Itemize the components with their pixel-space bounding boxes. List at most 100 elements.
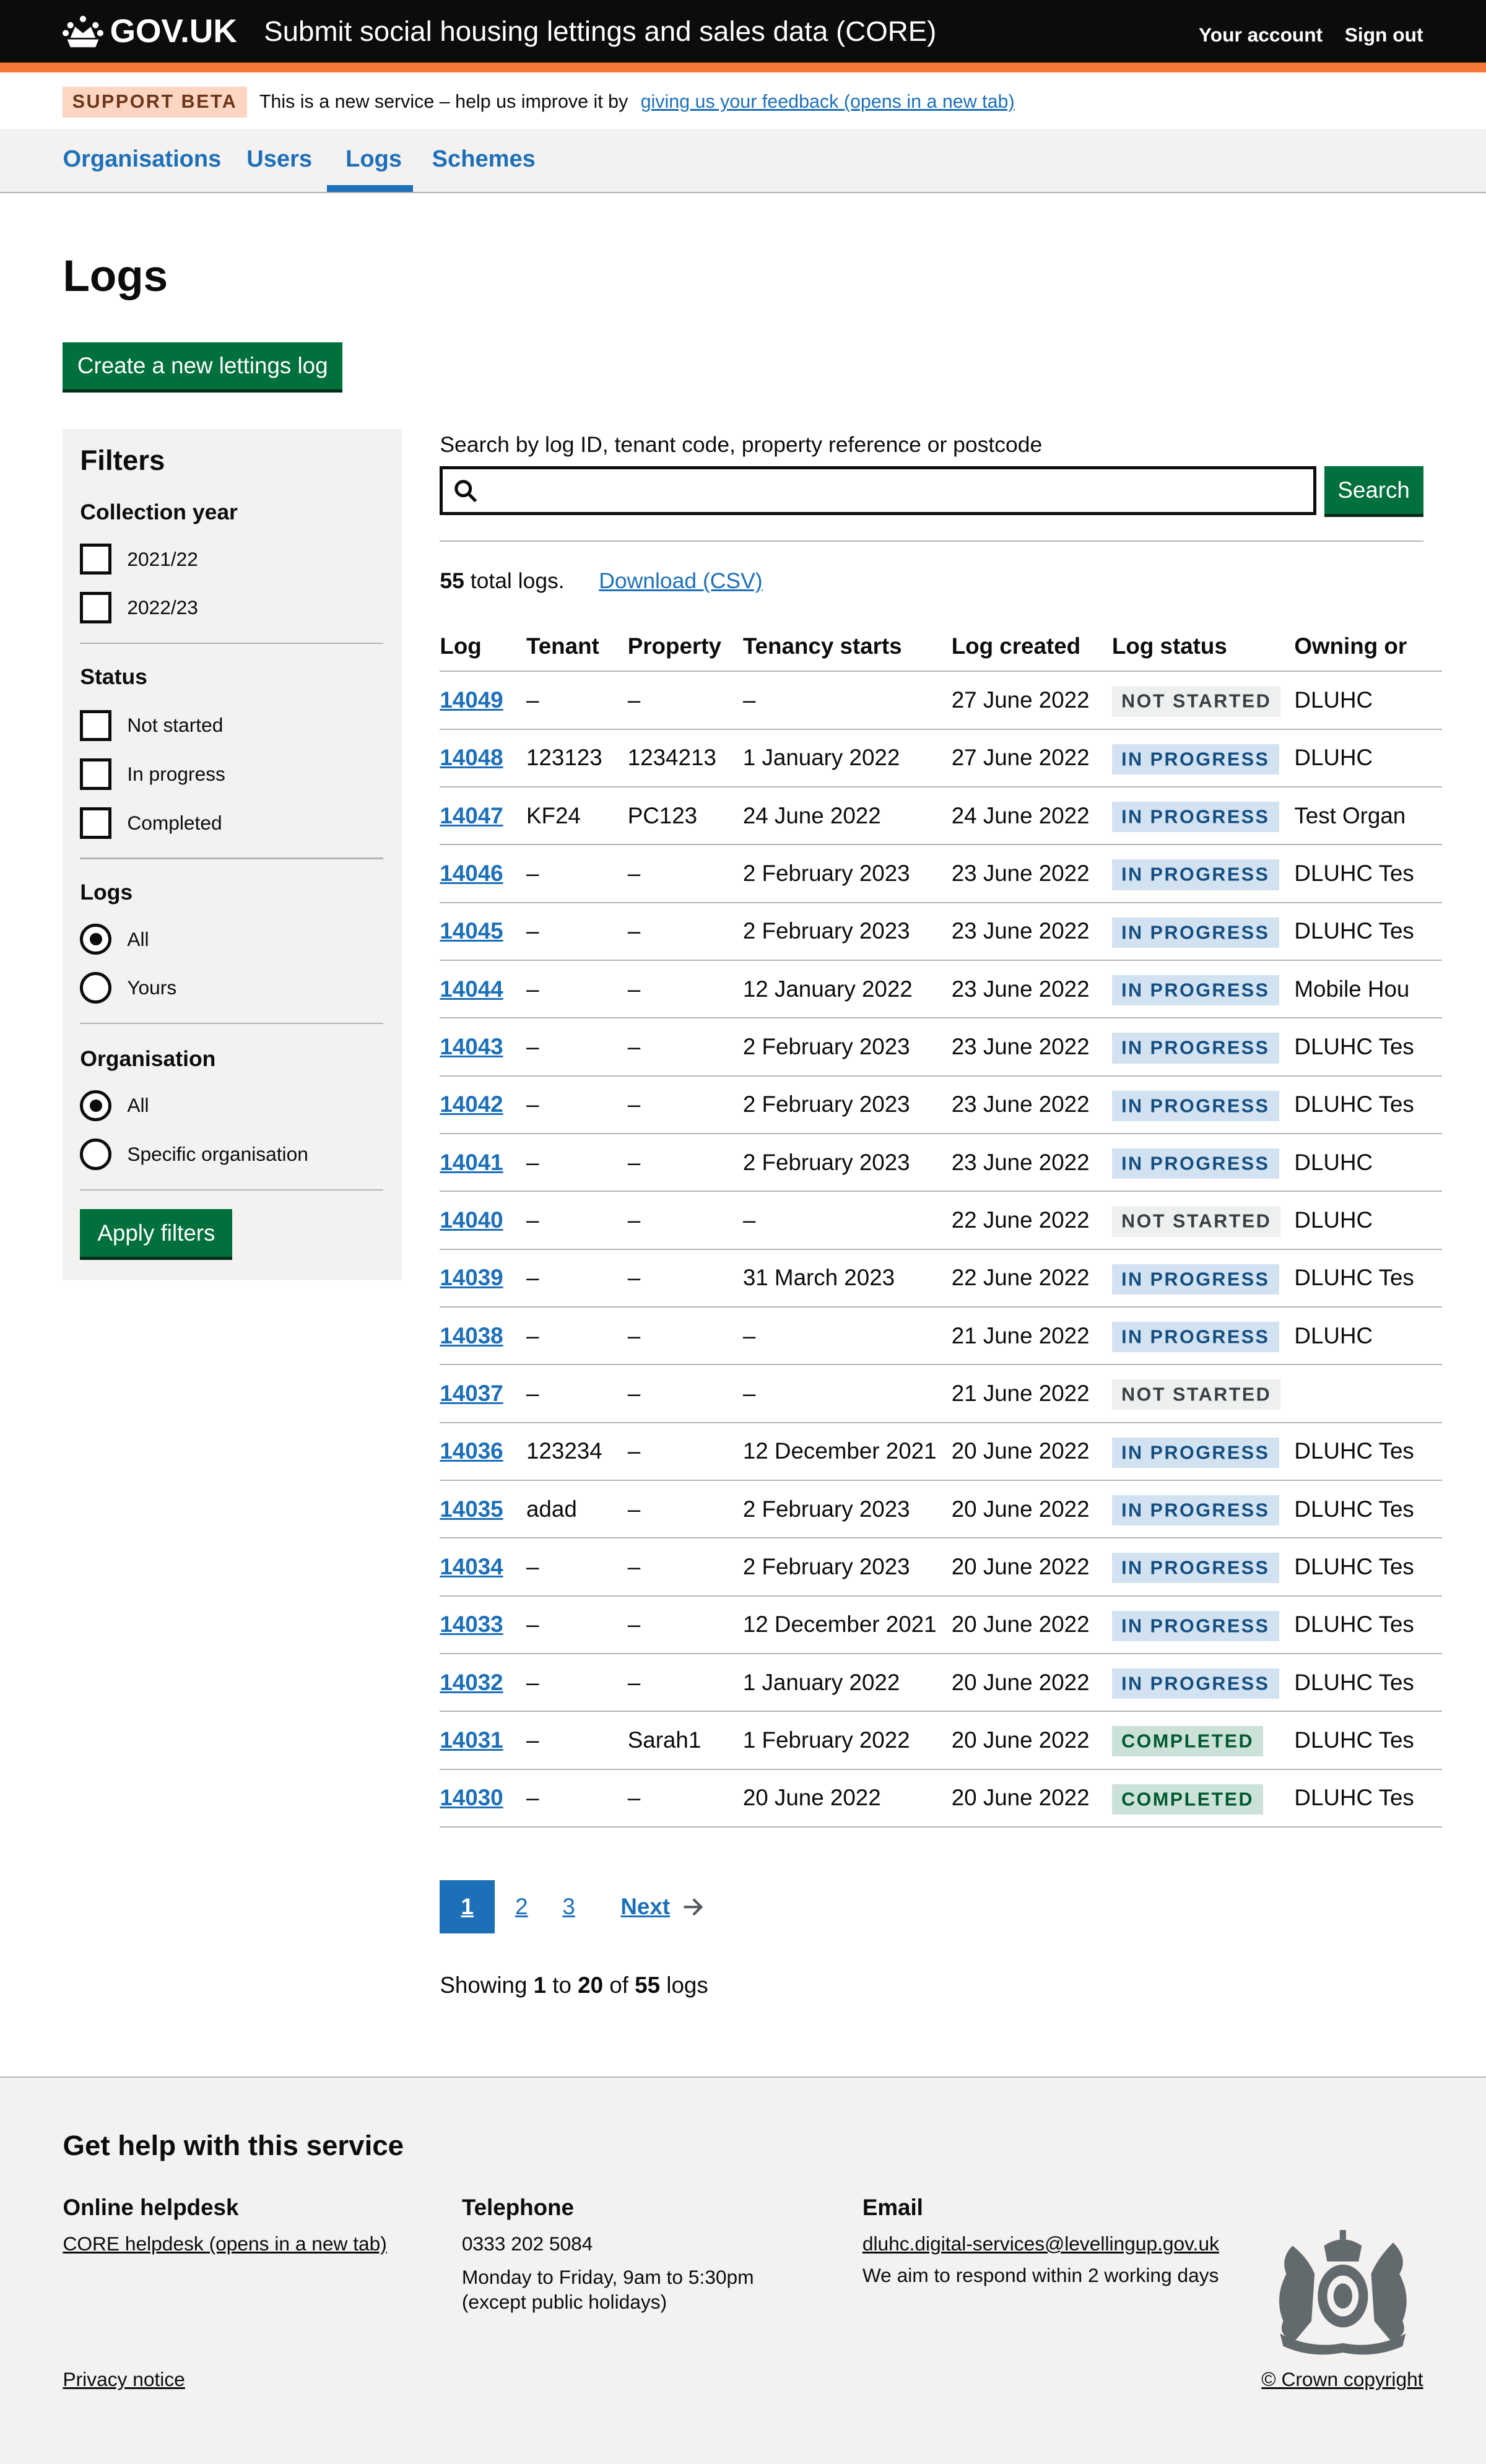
footer-title: Get help with this service <box>63 2129 404 2161</box>
your-account-link[interactable]: Your account <box>1199 24 1323 46</box>
feedback-link[interactable]: giving us your feedback (opens in a new … <box>640 91 1015 113</box>
cell-log-id: 14044 <box>440 960 526 1019</box>
log-link[interactable]: 14046 <box>440 860 503 886</box>
log-link[interactable]: 14035 <box>440 1496 503 1522</box>
helpdesk-heading: Online helpdesk <box>63 2195 239 2221</box>
nav-schemes[interactable]: Schemes <box>432 145 536 172</box>
logs-table-container[interactable]: Log Tenant Property Tenancy starts Log c… <box>440 622 1442 1828</box>
page-3-link[interactable]: 3 <box>562 1893 575 1919</box>
cell-text: DLUHC Tes <box>1294 1091 1414 1117</box>
radio-org-specific[interactable]: Specific organisation <box>80 1139 308 1170</box>
cell-tenant: – <box>526 1133 628 1192</box>
log-link[interactable]: 14048 <box>440 745 503 771</box>
cell-owning-org: DLUHC <box>1294 729 1442 787</box>
cell-owning-org: DLUHC <box>1294 1133 1442 1192</box>
cell-log-id: 14049 <box>440 671 526 730</box>
cell-tenancy-starts: 2 February 2023 <box>742 1018 952 1077</box>
checkbox-2021-22[interactable]: 2021/22 <box>80 543 198 575</box>
cell-owning-org: DLUHC Tes <box>1294 1711 1442 1770</box>
log-link[interactable]: 14042 <box>440 1091 503 1117</box>
page-2-link[interactable]: 2 <box>515 1893 528 1919</box>
cell-tenant: – <box>526 1653 628 1712</box>
log-link[interactable]: 14038 <box>440 1322 503 1348</box>
cell-text: DLUHC Tes <box>1294 1438 1414 1464</box>
log-link[interactable]: 14049 <box>440 687 503 713</box>
cell-owning-org: DLUHC Tes <box>1294 1480 1442 1539</box>
helpdesk-link[interactable]: CORE helpdesk (opens in a new tab) <box>63 2232 387 2255</box>
service-name[interactable]: Submit social housing lettings and sales… <box>264 15 937 48</box>
log-link[interactable]: 14045 <box>440 918 503 944</box>
cell-tenancy-starts: 1 January 2022 <box>742 729 952 787</box>
cell-text: 20 June 2022 <box>951 1438 1090 1464</box>
log-link[interactable]: 14043 <box>440 1033 503 1059</box>
total: 55 <box>635 1972 661 1998</box>
download-csv-link[interactable]: Download (CSV) <box>599 568 763 594</box>
sign-out-link[interactable]: Sign out <box>1344 24 1423 46</box>
create-lettings-log-button[interactable]: Create a new lettings log <box>63 342 343 390</box>
table-header-row: Log Tenant Property Tenancy starts Log c… <box>440 622 1442 672</box>
radio-label: All <box>127 927 149 950</box>
cell-text: – <box>627 1669 641 1695</box>
email-link[interactable]: dluhc.digital-services@levellingup.gov.u… <box>862 2232 1219 2255</box>
phone-number: 0333 202 5084 <box>461 2232 593 2255</box>
cell-text: – <box>627 1785 641 1811</box>
arrow-right-icon[interactable] <box>682 1898 705 1916</box>
cell-log-created: 24 June 2022 <box>951 786 1112 846</box>
log-link[interactable]: 14040 <box>440 1207 503 1233</box>
cell-log-id: 14043 <box>440 1018 526 1077</box>
checkbox-not-started[interactable]: Not started <box>80 709 224 742</box>
checkbox-label: Not started <box>127 714 224 737</box>
search-input[interactable] <box>440 466 1316 515</box>
divider <box>80 642 384 644</box>
checkbox-completed[interactable]: Completed <box>80 807 222 839</box>
cell-log-created: 27 June 2022 <box>951 671 1112 730</box>
table-row: 14041– –2 February 2023 23 June 2022 IN PRO… <box>440 1133 1442 1192</box>
nav-logs[interactable]: Logs <box>345 145 402 172</box>
radio-logs-all[interactable]: All <box>80 923 149 955</box>
page-current[interactable]: 1 <box>440 1880 495 1934</box>
checkbox-in-progress[interactable]: In progress <box>80 758 225 790</box>
log-link[interactable]: 14031 <box>440 1727 503 1753</box>
cell-text: DLUHC Tes <box>1294 1669 1414 1695</box>
nav-users[interactable]: Users <box>246 145 313 172</box>
radio-logs-yours[interactable]: Yours <box>80 972 176 1004</box>
log-link[interactable]: 14036 <box>440 1438 503 1464</box>
table-row: 14032– –1 January 2022 20 June 2022 IN PROG… <box>440 1653 1442 1712</box>
nav-active-indicator <box>326 185 414 192</box>
cell-log-id: 14031 <box>440 1711 526 1770</box>
text: to <box>546 1972 578 1998</box>
text: Showing <box>440 1972 534 1998</box>
nav-organisations[interactable]: Organisations <box>63 145 222 172</box>
log-link[interactable]: 14041 <box>440 1149 503 1175</box>
log-link[interactable]: 14044 <box>440 976 503 1002</box>
radio-org-all[interactable]: All <box>80 1090 149 1122</box>
cell-owning-org: DLUHC <box>1294 671 1442 730</box>
log-link[interactable]: 14030 <box>440 1785 503 1811</box>
cell-tenancy-starts: – <box>742 1306 952 1366</box>
search-button[interactable]: Search <box>1324 466 1423 514</box>
crown-copyright-link[interactable]: © Crown copyright <box>1261 2368 1423 2391</box>
cell-text: 21 June 2022 <box>951 1322 1090 1348</box>
log-link[interactable]: 14032 <box>440 1669 503 1695</box>
log-link[interactable]: 14039 <box>440 1265 503 1291</box>
privacy-notice-link[interactable]: Privacy notice <box>63 2368 185 2391</box>
apply-filters-button[interactable]: Apply filters <box>80 1209 233 1257</box>
log-link[interactable]: 14033 <box>440 1612 503 1638</box>
cell-text: DLUHC <box>1294 1207 1373 1233</box>
cell-text: 123234 <box>526 1438 602 1464</box>
log-link[interactable]: 14034 <box>440 1553 503 1579</box>
pagination: 1 2 3 Next <box>440 1880 705 1934</box>
log-link[interactable]: 14037 <box>440 1380 503 1406</box>
divider <box>80 857 384 859</box>
cell-log-status: IN PROGRESS <box>1111 786 1295 846</box>
cell-text: KF24 <box>526 802 581 828</box>
cell-text: DLUHC Tes <box>1294 1265 1414 1291</box>
site-footer: Get help with this service Online helpde… <box>0 2076 1486 2464</box>
checkbox-2022-23[interactable]: 2022/23 <box>80 592 198 624</box>
next-page-link[interactable]: Next <box>620 1893 671 1919</box>
govuk-logo[interactable]: GOV.UK <box>63 12 237 50</box>
cell-log-created: 23 June 2022 <box>951 1133 1112 1192</box>
cell-property: Sarah1 <box>627 1711 743 1770</box>
log-link[interactable]: 14047 <box>440 802 503 828</box>
cell-text: Test Organ <box>1294 802 1406 828</box>
